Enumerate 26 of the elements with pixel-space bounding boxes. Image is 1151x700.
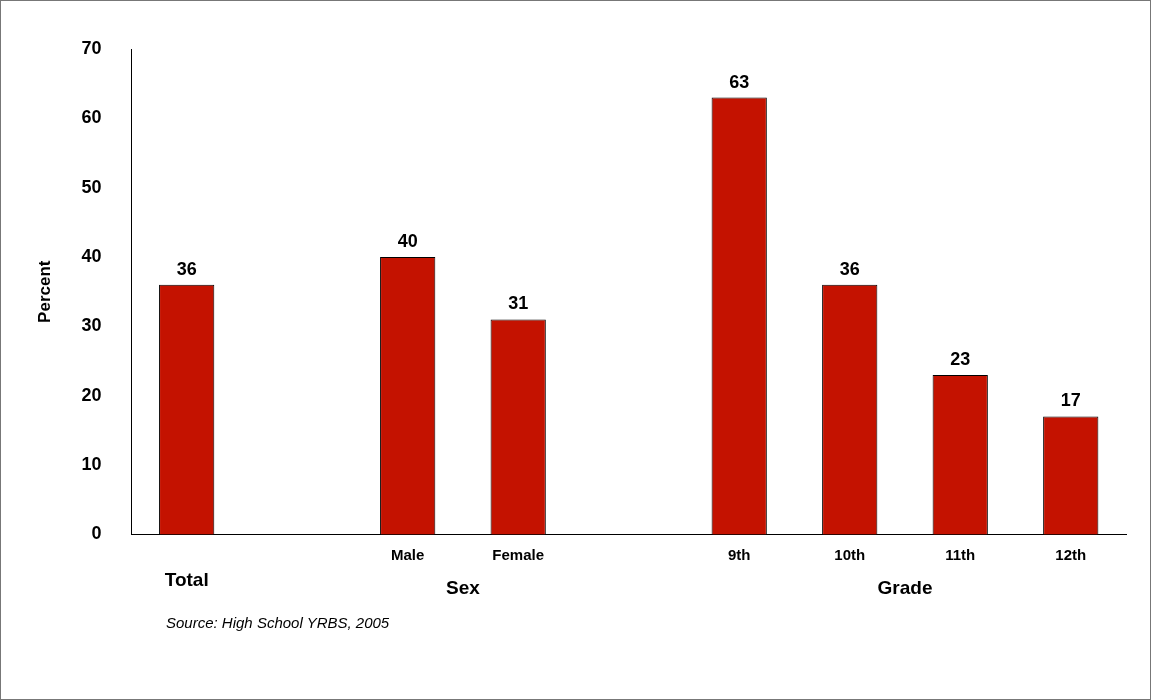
x-tick-label: Female: [492, 545, 545, 563]
data-label: 36: [176, 258, 197, 279]
y-tick-label: 40: [81, 246, 102, 266]
data-label: 31: [508, 293, 529, 314]
data-label: 17: [1060, 390, 1081, 411]
x-tick-label: 12th: [1055, 545, 1087, 563]
y-tick-label: 70: [81, 37, 102, 58]
y-tick-label: 50: [81, 176, 102, 197]
data-label: 36: [839, 258, 860, 279]
data-label: 23: [950, 348, 971, 369]
x-tick-label: 10th: [834, 545, 866, 563]
data-label: 63: [729, 71, 750, 92]
y-axis-title: Percent: [34, 260, 54, 323]
data-label: 40: [397, 231, 418, 251]
x-tick-label: Total: [164, 568, 209, 590]
x-tick-label: 11th: [945, 545, 976, 563]
text: Sex: [446, 576, 481, 598]
source-note: Source: High School YRBS, 2005: [166, 613, 390, 631]
y-tick-label: 20: [81, 384, 102, 405]
text: Grade: [877, 576, 933, 598]
x-tick-label: 9th: [727, 545, 751, 563]
y-tick-label: 60: [81, 107, 102, 128]
y-tick-label: 0: [91, 523, 102, 544]
y-tick-label: 30: [81, 315, 102, 336]
y-tick-label: 10: [81, 454, 102, 475]
x-tick-label: Male: [391, 545, 425, 563]
